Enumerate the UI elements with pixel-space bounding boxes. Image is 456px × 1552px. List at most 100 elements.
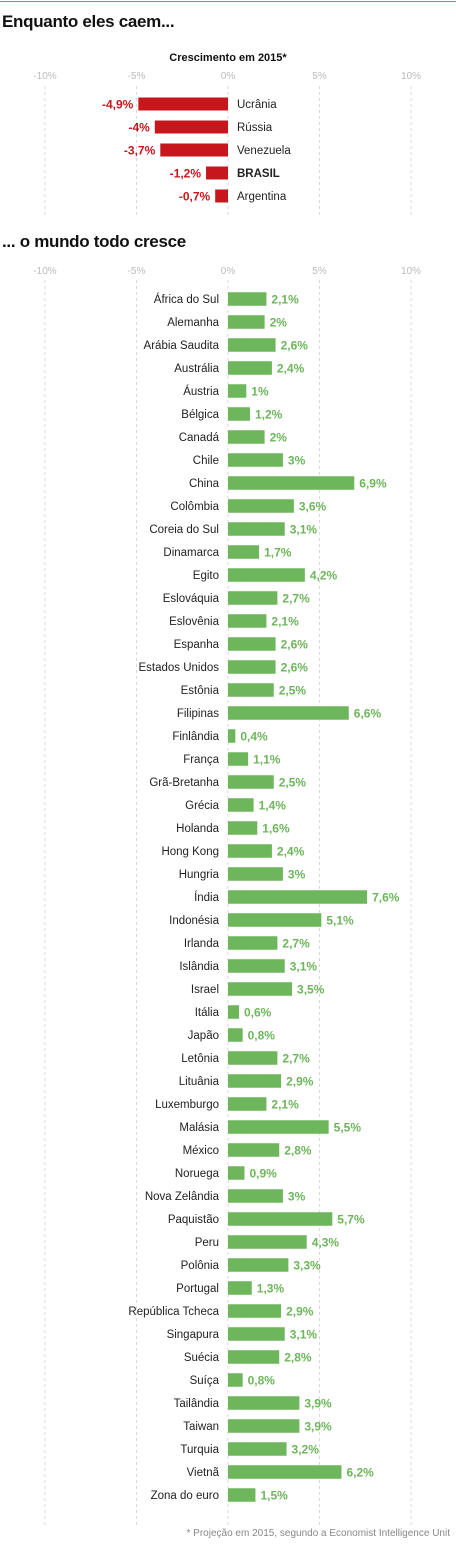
category-label: China — [189, 478, 220, 490]
category-label: Grécia — [185, 800, 219, 812]
category-label: Paquistão — [168, 1214, 219, 1226]
bar — [228, 1235, 307, 1249]
value-label: 0,9% — [249, 1167, 277, 1181]
value-label: 3,1% — [290, 960, 318, 974]
category-label: Alemanha — [167, 317, 219, 329]
category-label: Filipinas — [177, 708, 219, 720]
bar — [228, 683, 274, 697]
bar — [228, 775, 274, 789]
category-label: Dinamarca — [163, 547, 219, 559]
bar — [228, 1350, 280, 1364]
value-label: 0,4% — [240, 730, 268, 744]
value-label: 1,3% — [257, 1282, 285, 1296]
bar — [228, 752, 249, 766]
value-label: 5,1% — [326, 914, 354, 928]
chart-subtitle: Crescimento em 2015* — [169, 52, 287, 64]
tick-label: 0% — [221, 266, 236, 277]
category-label: Zona do euro — [151, 1490, 219, 1502]
value-label: 4,3% — [312, 1236, 340, 1250]
bar — [228, 729, 236, 743]
bar — [228, 522, 285, 536]
value-label: 3,9% — [304, 1397, 332, 1411]
category-label: Taiwan — [183, 1421, 219, 1433]
bar — [228, 545, 260, 559]
value-label: 3,2% — [292, 1443, 320, 1457]
value-label: 0,6% — [244, 1006, 272, 1020]
value-label: 7,6% — [372, 891, 400, 905]
footnote: * Projeção em 2015, segundo a Economist … — [186, 1528, 451, 1539]
bar — [228, 821, 258, 835]
bar — [228, 292, 267, 306]
value-label: 2% — [270, 431, 288, 445]
value-label: 2,6% — [281, 339, 309, 353]
value-label: 2,4% — [277, 845, 305, 859]
value-label: 3% — [288, 1190, 306, 1204]
bar — [228, 1120, 329, 1134]
category-label: Hungria — [179, 869, 220, 881]
bar — [228, 890, 368, 904]
category-label: Noruega — [175, 1168, 220, 1180]
bar — [228, 844, 272, 858]
category-label: Ucrânia — [237, 99, 277, 111]
category-label: Turquia — [180, 1444, 219, 1456]
value-label: 2,7% — [282, 937, 310, 951]
value-label: 1,5% — [260, 1489, 288, 1503]
category-label: Austrália — [174, 363, 219, 375]
category-label: Nova Zelândia — [145, 1191, 220, 1203]
bar — [228, 1442, 287, 1456]
category-label: Lituânia — [179, 1076, 220, 1088]
bar — [228, 1419, 300, 1433]
bar — [228, 982, 293, 996]
bar — [228, 1028, 243, 1042]
category-label: Irlanda — [184, 938, 220, 950]
category-label: Índia — [194, 891, 220, 904]
bar — [228, 315, 265, 329]
value-label: -1,2% — [170, 167, 202, 181]
value-label: 2,9% — [286, 1305, 314, 1319]
category-label: Coreia do Sul — [149, 524, 219, 536]
category-label: México — [183, 1145, 219, 1157]
value-label: 2% — [270, 316, 288, 330]
bar — [228, 1051, 278, 1065]
category-label: Chile — [193, 455, 219, 467]
bar — [228, 936, 278, 950]
value-label: 1,6% — [262, 822, 290, 836]
tick-label: 10% — [401, 266, 421, 277]
bar — [228, 959, 285, 973]
category-label: Portugal — [176, 1283, 219, 1295]
bar — [228, 1074, 282, 1088]
bar — [228, 614, 267, 628]
category-label: Argentina — [237, 191, 287, 203]
bar — [228, 798, 254, 812]
bar — [228, 591, 278, 605]
category-label: Finlândia — [172, 731, 219, 743]
category-label: Grã-Bretanha — [149, 777, 219, 789]
category-label: Venezuela — [237, 145, 291, 157]
value-label: 5,5% — [334, 1121, 362, 1135]
bar — [154, 120, 228, 134]
value-label: -0,7% — [179, 190, 211, 204]
bar — [228, 1143, 280, 1157]
category-label: Espanha — [174, 639, 220, 651]
category-label: África do Sul — [154, 293, 219, 306]
bar — [228, 706, 349, 720]
category-label: Singapura — [167, 1329, 220, 1341]
value-label: -4% — [128, 121, 150, 135]
value-label: -4,9% — [102, 98, 134, 112]
category-label: Polônia — [181, 1260, 220, 1272]
value-label: 3% — [288, 868, 306, 882]
value-label: 4,2% — [310, 569, 338, 583]
tick-label: -5% — [128, 266, 146, 277]
value-label: 2,8% — [284, 1351, 312, 1365]
category-label: Suécia — [184, 1352, 220, 1364]
category-label: Itália — [195, 1007, 220, 1019]
value-label: 2,1% — [271, 615, 299, 629]
bar — [228, 361, 272, 375]
value-label: 3% — [288, 454, 306, 468]
bar — [228, 568, 305, 582]
category-label: Vietnã — [187, 1467, 220, 1479]
value-label: 2,9% — [286, 1075, 314, 1089]
tick-label: -10% — [33, 71, 56, 82]
value-label: 3,3% — [293, 1259, 321, 1273]
category-label: Estados Unidos — [138, 662, 219, 674]
